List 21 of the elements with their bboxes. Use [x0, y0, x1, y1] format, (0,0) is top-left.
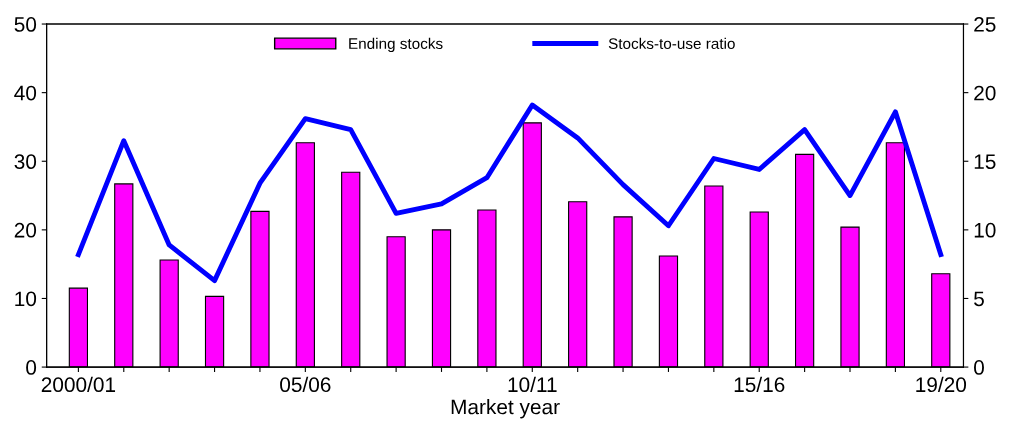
x-tick-label: 2000/01 — [41, 376, 116, 393]
y2-tick-label: 15 — [974, 154, 996, 170]
y2-tick-label: 20 — [974, 85, 996, 101]
y-tick-label: 20 — [14, 222, 37, 238]
y2-tick-label: 5 — [974, 291, 984, 307]
x-tick-label: 05/06 — [280, 376, 331, 393]
line-series — [75, 102, 944, 284]
y-tick-label: 50 — [14, 17, 37, 32]
y-tick-label: 40 — [14, 85, 37, 101]
y-tick-label: 30 — [14, 154, 37, 170]
x-axis-title: Market year — [451, 399, 560, 419]
y-tick-label: 0 — [26, 360, 37, 375]
legend-label: Ending stocks — [349, 37, 443, 53]
y2-tick-label: 0 — [974, 360, 984, 375]
x-tick-label: 10/11 — [508, 376, 557, 393]
x-tick-label: 15/16 — [734, 376, 785, 393]
y2-tick-label: 10 — [974, 222, 996, 238]
x-tick-label: 19/20 — [916, 376, 967, 393]
y-tick-label: 10 — [15, 291, 37, 307]
legend-label: Stocks-to-use ratio — [608, 37, 735, 50]
y2-tick-label: 25 — [974, 17, 996, 32]
